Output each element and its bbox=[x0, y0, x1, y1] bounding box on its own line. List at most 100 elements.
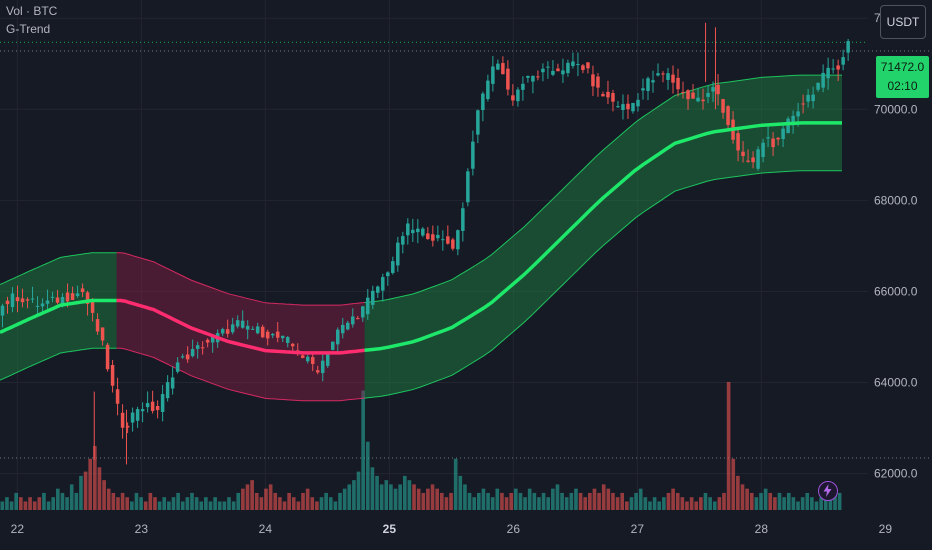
candle-body bbox=[546, 66, 550, 68]
volume-bar bbox=[588, 492, 592, 510]
volume-bar bbox=[504, 497, 509, 510]
volume-bar bbox=[703, 492, 708, 510]
band-upper-edge bbox=[364, 74, 842, 303]
candle-body bbox=[676, 77, 680, 90]
volume-bar bbox=[342, 488, 347, 510]
volume-bar bbox=[421, 492, 426, 510]
candle-body bbox=[791, 115, 795, 126]
volume-bar bbox=[120, 492, 125, 510]
candle-body bbox=[371, 290, 375, 305]
candle-body bbox=[721, 99, 725, 113]
candle-body bbox=[446, 236, 450, 244]
volume-bar bbox=[171, 497, 176, 510]
candle-body bbox=[0, 305, 5, 316]
candle-body bbox=[751, 157, 755, 163]
candle-body bbox=[566, 62, 570, 74]
volume-legend[interactable]: Vol · BTC bbox=[6, 4, 58, 18]
candle-body bbox=[205, 339, 210, 343]
volume-bar bbox=[384, 480, 389, 510]
candle-body bbox=[501, 63, 505, 75]
candle-body bbox=[250, 328, 255, 330]
volume-bar bbox=[777, 492, 782, 510]
volume-bar bbox=[805, 492, 810, 510]
candle-body bbox=[816, 82, 820, 90]
lightning-icon[interactable] bbox=[818, 481, 838, 501]
time-axis-label: 22 bbox=[11, 522, 25, 536]
volume-bar bbox=[759, 492, 763, 510]
volume-bar bbox=[685, 501, 689, 510]
volume-bar bbox=[60, 492, 65, 510]
candle-body bbox=[541, 68, 545, 73]
candle-body bbox=[65, 292, 70, 302]
volume-bar bbox=[42, 492, 46, 510]
candle-body bbox=[105, 344, 110, 370]
volume-bar bbox=[23, 501, 28, 510]
volume-bar bbox=[472, 497, 476, 510]
candle-body bbox=[346, 322, 350, 330]
candle-body bbox=[696, 97, 700, 102]
volume-bar bbox=[268, 484, 273, 510]
volume-bar bbox=[148, 492, 153, 510]
candle-body bbox=[471, 141, 475, 169]
band-upper-edge bbox=[0, 252, 117, 286]
candle-body bbox=[521, 83, 525, 90]
candle-body bbox=[426, 233, 430, 240]
candle-body bbox=[436, 234, 440, 239]
candle-body bbox=[275, 331, 280, 338]
candle-body bbox=[170, 377, 175, 389]
candle-body bbox=[761, 142, 765, 157]
indicator-legend[interactable]: G-Trend bbox=[6, 22, 51, 36]
candle-body bbox=[391, 261, 395, 273]
volume-bar bbox=[749, 492, 754, 510]
candle-body bbox=[801, 103, 805, 105]
volume-bar bbox=[768, 492, 773, 510]
candle-body bbox=[821, 72, 825, 88]
quote-currency-button[interactable]: USDT bbox=[880, 5, 926, 39]
candle-body bbox=[641, 88, 645, 91]
candle-body bbox=[245, 325, 250, 330]
volume-bar bbox=[287, 492, 291, 510]
candle-body bbox=[741, 151, 745, 156]
candle-body bbox=[466, 171, 470, 203]
band-lower-edge bbox=[116, 347, 365, 402]
volume-bar bbox=[699, 497, 703, 510]
candle-body bbox=[290, 343, 295, 347]
candle-body bbox=[401, 236, 405, 245]
trend-line-down bbox=[116, 298, 365, 355]
volume-bar bbox=[555, 484, 560, 510]
volume-bar bbox=[629, 497, 634, 510]
volume-bar bbox=[231, 501, 236, 510]
band-down-fill bbox=[116, 252, 365, 401]
band-lower-edge bbox=[0, 347, 117, 381]
candle-body bbox=[756, 149, 760, 169]
volume-bar bbox=[162, 497, 167, 510]
volume-bar bbox=[213, 497, 217, 510]
volume-bar bbox=[259, 497, 264, 510]
candle-body bbox=[255, 326, 260, 334]
volume-bar bbox=[597, 492, 601, 510]
volume-bar bbox=[745, 488, 749, 510]
candle-body bbox=[175, 362, 180, 372]
candle-body bbox=[110, 364, 115, 386]
volume-bar bbox=[79, 475, 83, 510]
volume-bar bbox=[19, 497, 23, 510]
candle-body bbox=[30, 298, 35, 300]
candle-body bbox=[220, 329, 225, 334]
candle-body bbox=[270, 333, 275, 336]
candle-body bbox=[235, 320, 240, 327]
volume-bar bbox=[791, 497, 796, 510]
volume-bar bbox=[509, 492, 514, 510]
candle-body bbox=[130, 412, 135, 423]
volume-bar bbox=[453, 458, 458, 510]
candle-body bbox=[701, 99, 705, 102]
volume-bar bbox=[333, 501, 338, 510]
candle-body bbox=[611, 93, 615, 102]
candle-body bbox=[305, 356, 310, 362]
candle-body bbox=[736, 133, 740, 151]
volume-bar bbox=[245, 484, 250, 510]
volume-bar bbox=[638, 488, 643, 510]
candle-body bbox=[656, 73, 660, 76]
volume-bar bbox=[402, 475, 407, 510]
volume-bar bbox=[199, 501, 204, 510]
